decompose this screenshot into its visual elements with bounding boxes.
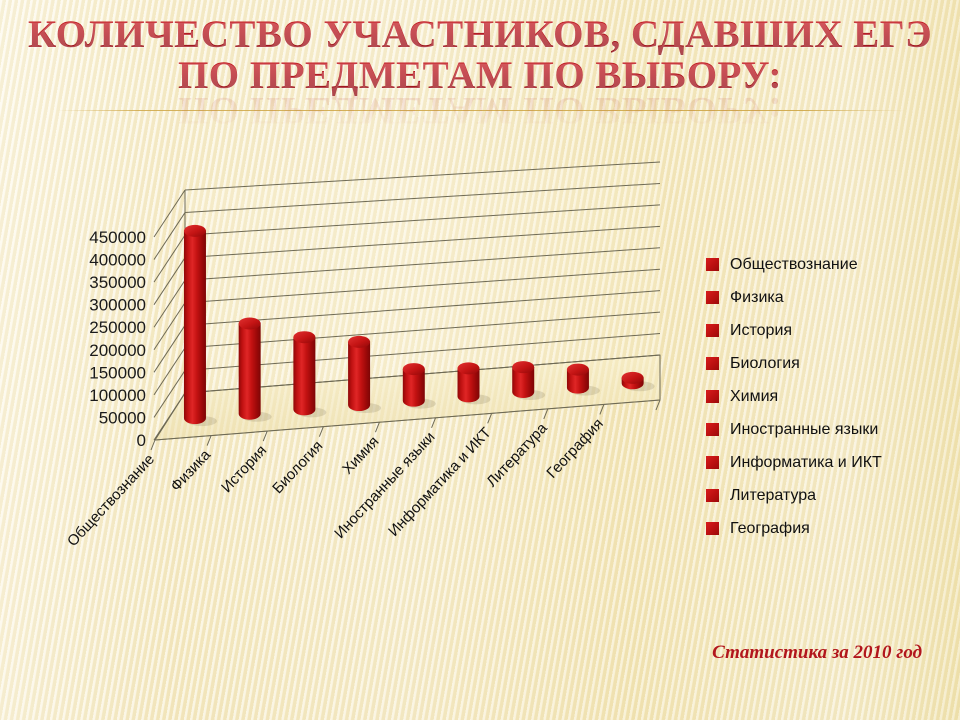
bar-1[interactable] — [183, 224, 217, 427]
legend-item-label: География — [730, 519, 810, 537]
chart-gridlines — [153, 161, 661, 441]
legend-item[interactable]: Обществознание — [706, 248, 952, 281]
legend-swatch-icon — [706, 258, 719, 271]
legend-item-label: Информатика и ИКТ — [730, 453, 882, 471]
bar-6[interactable] — [457, 362, 491, 405]
x-tick-label: Физика — [167, 446, 214, 495]
x-tick-label: История — [218, 442, 270, 496]
x-tick-label: Литература — [483, 419, 551, 490]
legend-item-label: История — [730, 321, 793, 339]
y-tick-label: 250000 — [89, 318, 146, 337]
y-tick-label: 50000 — [99, 408, 146, 427]
title-divider — [56, 110, 906, 111]
legend-item-label: Биология — [730, 354, 800, 372]
bar-4[interactable] — [348, 335, 382, 414]
bar-8[interactable] — [566, 363, 600, 396]
bar-2[interactable] — [238, 317, 272, 422]
legend-swatch-icon — [706, 423, 719, 436]
x-tick-label: Обществознание — [64, 451, 158, 550]
legend-item-label: Обществознание — [730, 255, 858, 273]
title-line-1: Количество участников, сдавших ЕГЭ — [0, 14, 960, 55]
chart-bars — [183, 224, 655, 427]
x-tick-label: Иностранные языки — [331, 429, 438, 542]
legend-swatch-icon — [706, 489, 719, 502]
bar-5[interactable] — [402, 363, 436, 409]
chart-x-ticks — [150, 399, 661, 451]
legend-swatch-icon — [706, 522, 719, 535]
x-tick-label: Химия — [339, 433, 382, 478]
legend-swatch-icon — [706, 324, 719, 337]
y-tick-label: 200000 — [89, 341, 146, 360]
x-tick-label: Биология — [269, 438, 326, 497]
bar-3[interactable] — [293, 331, 327, 418]
legend-item[interactable]: Иностранные языки — [706, 413, 952, 446]
title-line-2: по предметам по выбору: — [0, 55, 960, 96]
legend-item[interactable]: Физика — [706, 281, 952, 314]
chart-svg: 0 50000 100000 150000 200000 250000 300000 3500… — [64, 161, 661, 550]
y-tick-label: 0 — [137, 431, 146, 450]
x-tick-label: География — [543, 415, 606, 481]
y-tick-label: 350000 — [89, 273, 146, 292]
legend-item-label: Химия — [730, 387, 779, 405]
y-tick-label: 450000 — [89, 228, 146, 247]
legend-swatch-icon — [706, 357, 719, 370]
chart-legend: Обществознание Физика История Биология Химия… — [706, 248, 952, 545]
title-reflection-2: по предметам по выбору: — [177, 89, 783, 132]
bar-9[interactable] — [621, 371, 655, 392]
legend-swatch-icon — [706, 390, 719, 403]
legend-item-label: Физика — [730, 288, 784, 306]
legend-swatch-icon — [706, 291, 719, 304]
y-tick-label: 300000 — [89, 296, 146, 315]
legend-swatch-icon — [706, 456, 719, 469]
legend-item[interactable]: Информатика и ИКТ — [706, 446, 952, 479]
legend-item[interactable]: Химия — [706, 380, 952, 413]
legend-item[interactable]: Биология — [706, 347, 952, 380]
legend-item[interactable]: География — [706, 512, 952, 545]
legend-item-label: Литература — [730, 486, 817, 504]
footer-note: Статистика за 2010 год — [712, 642, 922, 663]
y-tick-label: 400000 — [89, 251, 146, 270]
chart-y-tick-labels: 0 50000 100000 150000 200000 250000 300000 3500… — [89, 228, 146, 450]
page-title: Количество участников, сдавших ЕГЭ по пр… — [0, 14, 960, 132]
y-tick-label: 150000 — [89, 363, 146, 382]
bar-7[interactable] — [512, 361, 546, 400]
bar-chart: 0 50000 100000 150000 200000 250000 300000 3500… — [60, 150, 680, 620]
legend-item[interactable]: История — [706, 314, 952, 347]
legend-item[interactable]: Литература — [706, 479, 952, 512]
legend-item-label: Иностранные языки — [730, 420, 879, 438]
y-tick-label: 100000 — [89, 386, 146, 405]
x-tick-label: Информатика и ИКТ — [385, 424, 494, 540]
